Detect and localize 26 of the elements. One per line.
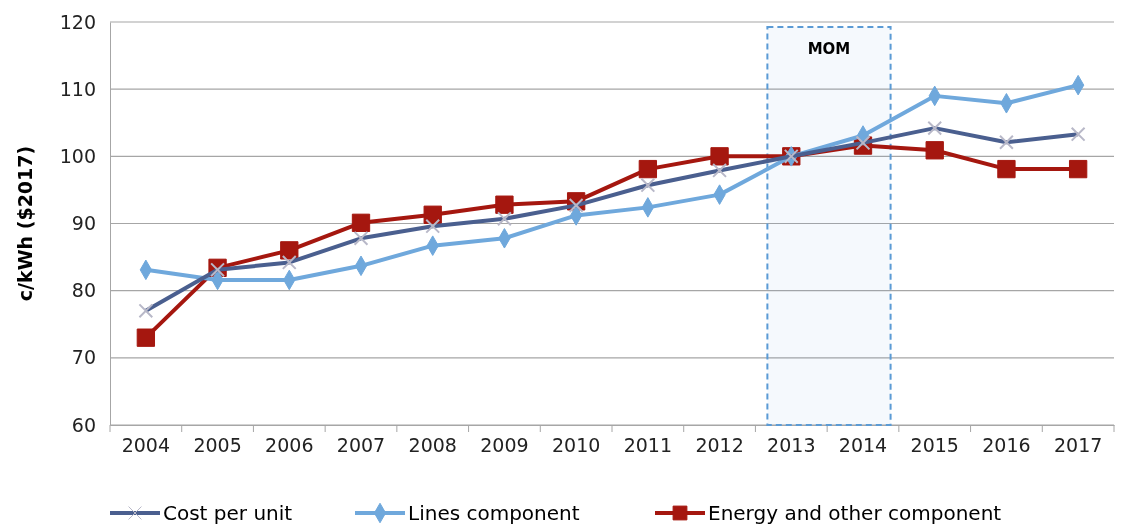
legend-label: Cost per unit	[163, 501, 293, 525]
x-tick-label: 2013	[767, 434, 816, 457]
x-tick-label: 2011	[623, 434, 673, 457]
y-tick-label: 60	[71, 413, 96, 436]
x-tick-label: 2005	[193, 434, 242, 457]
x-tick-label: 2006	[265, 434, 314, 457]
y-tick-label: 120	[59, 10, 96, 33]
band-label: MOM	[807, 40, 851, 58]
legend-label: Energy and other component	[708, 501, 1002, 525]
y-tick-label: 90	[71, 212, 96, 235]
y-tick-label: 80	[71, 279, 96, 302]
x-tick-label: 2010	[551, 434, 601, 457]
x-tick-label: 2012	[695, 434, 744, 457]
x-tick-label: 2009	[480, 434, 529, 457]
y-axis-title: c/kWh ($2017)	[14, 145, 36, 302]
y-tick-label: 70	[71, 346, 96, 369]
x-tick-label: 2017	[1053, 434, 1103, 457]
x-tick-label: 2014	[838, 434, 888, 457]
y-tick-label: 100	[59, 144, 96, 167]
x-tick-label: 2016	[982, 434, 1031, 457]
x-tick-label: 2008	[408, 434, 457, 457]
x-tick-label: 2007	[336, 434, 386, 457]
y-tick-label: 110	[59, 77, 96, 100]
x-tick-label: 2015	[910, 434, 959, 457]
legend-label: Lines component	[408, 501, 580, 525]
x-tick-label: 2004	[121, 434, 171, 457]
